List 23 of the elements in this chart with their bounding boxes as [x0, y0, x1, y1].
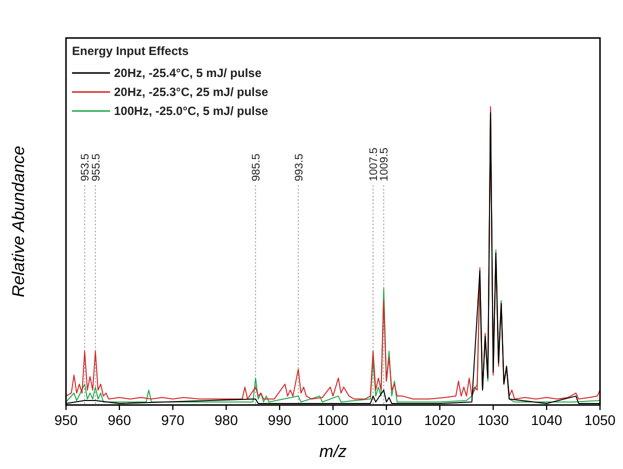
x-tick-label: 960	[108, 412, 132, 428]
ref-line-label: 955.5	[90, 154, 102, 182]
legend-title: Energy Input Effects	[72, 44, 190, 58]
ref-line-label: 985.5	[250, 154, 263, 182]
ref-line-label: 993.5	[293, 154, 306, 182]
x-tick-label: 950	[54, 412, 78, 428]
x-tick-label: 1000	[317, 412, 349, 428]
legend-label: 100Hz, -25.0°C, 5 mJ/ pulse	[114, 104, 269, 118]
x-tick-label: 1010	[370, 412, 402, 428]
x-tick-label: 1050	[584, 412, 616, 428]
y-axis-title: Relative Abundance	[9, 146, 28, 298]
x-tick-label: 1030	[478, 412, 509, 428]
ref-line-label: 1007.5	[368, 148, 380, 182]
x-tick-label: 980	[214, 412, 238, 428]
x-tick-label: 970	[161, 412, 185, 428]
ref-line-label: 1009.5	[378, 148, 391, 182]
x-axis-title: m/z	[319, 442, 348, 461]
legend-label: 20Hz, -25.4°C, 5 mJ/ pulse	[114, 66, 262, 80]
x-tick-label: 990	[268, 412, 292, 428]
x-tick-label: 1040	[531, 412, 562, 428]
ref-line-label: 953.5	[80, 154, 92, 182]
x-tick-label: 1020	[424, 412, 456, 428]
legend-label: 20Hz, -25.3°C, 25 mJ/ pulse	[114, 85, 269, 99]
